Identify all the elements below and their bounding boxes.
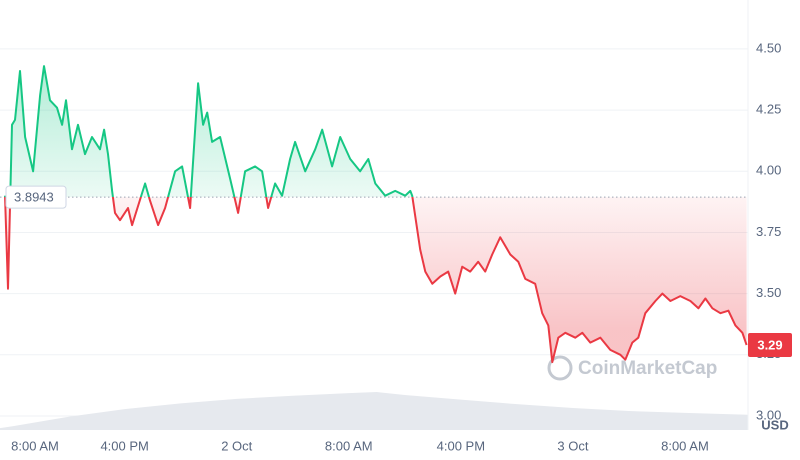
x-tick-label: 4:00 PM xyxy=(437,438,485,453)
y-tick-label: 3.50 xyxy=(756,285,781,300)
y-tick-label: 4.00 xyxy=(756,163,781,178)
price-area xyxy=(5,66,747,363)
y-tick-label: 3.75 xyxy=(756,224,781,239)
x-tick-label: 4:00 PM xyxy=(100,438,148,453)
watermark-logo xyxy=(547,355,573,381)
y-tick-label: 3.00 xyxy=(756,407,781,422)
watermark-text: CoinMarketCap xyxy=(578,358,717,379)
y-tick-label: 4.25 xyxy=(756,102,781,117)
price-line xyxy=(4,65,748,364)
currency-label: USD xyxy=(761,417,788,432)
x-tick-label: 2 Oct xyxy=(221,438,252,453)
current-price-label: 3.29 xyxy=(757,337,782,352)
volume-area xyxy=(0,392,748,430)
reference-label: 3.8943 xyxy=(14,190,54,205)
x-tick-label: 8:00 AM xyxy=(11,438,59,453)
x-tick-label: 8:00 AM xyxy=(325,438,373,453)
x-tick-label: 8:00 AM xyxy=(661,438,709,453)
y-tick-label: 4.50 xyxy=(756,40,781,55)
current-price-box xyxy=(748,333,792,357)
watermark: CoinMarketCap xyxy=(547,355,717,381)
reference-label-box xyxy=(5,185,67,209)
x-tick-label: 3 Oct xyxy=(557,438,588,453)
